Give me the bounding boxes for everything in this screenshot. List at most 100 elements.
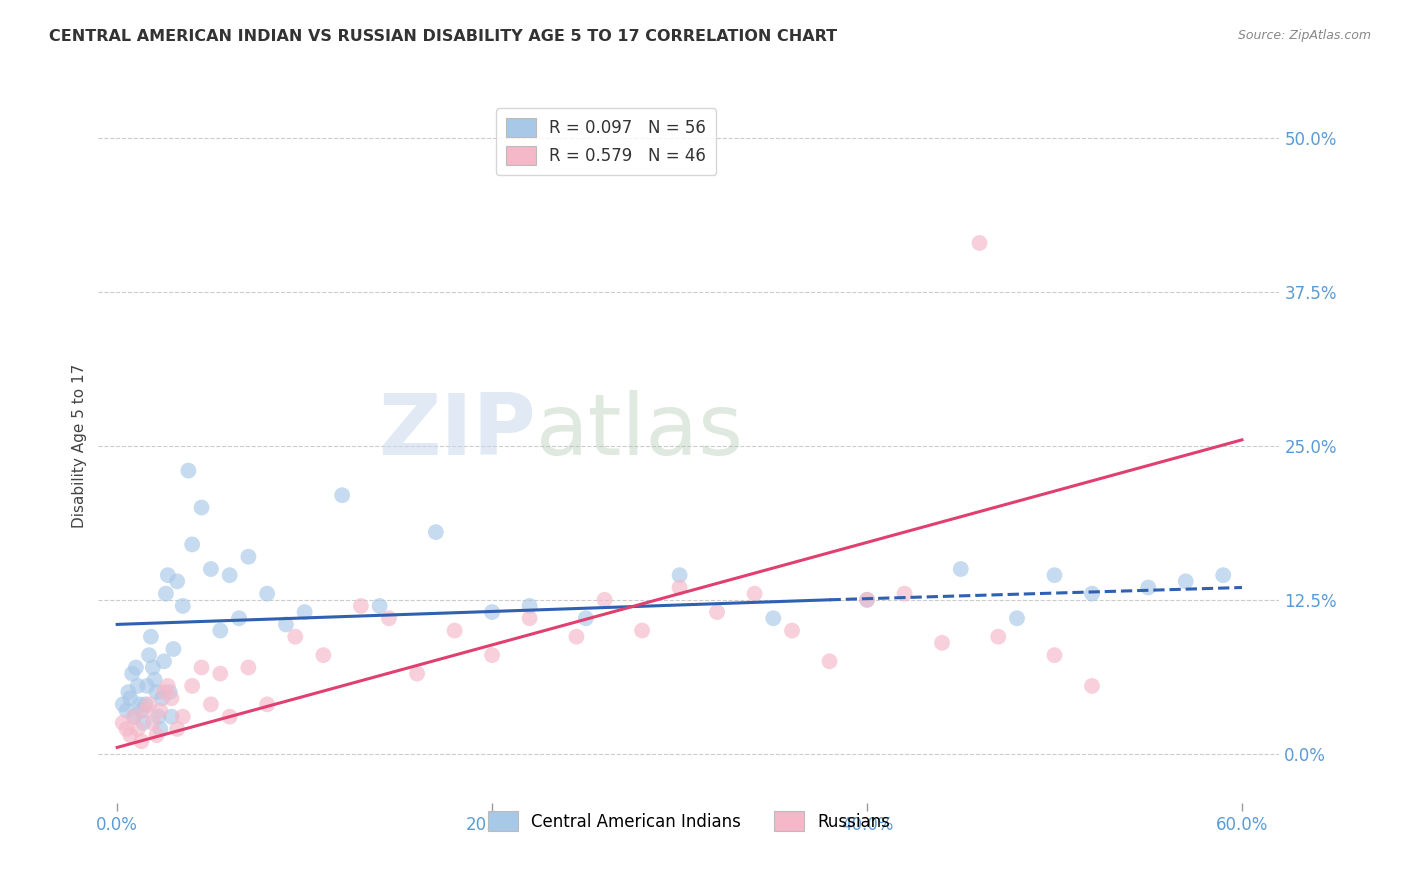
Point xyxy=(142,715,165,730)
Point xyxy=(238,549,260,564)
Point xyxy=(128,698,150,712)
Point xyxy=(378,611,401,625)
Point xyxy=(406,666,429,681)
Point xyxy=(122,709,145,723)
Point xyxy=(256,698,278,712)
Point xyxy=(481,605,503,619)
Text: Source: ZipAtlas.com: Source: ZipAtlas.com xyxy=(1237,29,1371,42)
Point xyxy=(177,464,200,478)
Point xyxy=(149,704,172,718)
Point xyxy=(519,599,541,613)
Point xyxy=(949,562,972,576)
Point xyxy=(368,599,391,613)
Point xyxy=(160,709,183,723)
Point xyxy=(969,235,991,250)
Point xyxy=(148,709,170,723)
Point xyxy=(893,587,915,601)
Point xyxy=(142,660,165,674)
Point xyxy=(190,660,212,674)
Point xyxy=(127,722,149,736)
Point xyxy=(120,728,142,742)
Point xyxy=(145,685,167,699)
Point xyxy=(1081,679,1104,693)
Point xyxy=(218,709,240,723)
Point xyxy=(256,587,278,601)
Text: ZIP: ZIP xyxy=(378,390,536,474)
Point xyxy=(121,666,143,681)
Point xyxy=(209,666,232,681)
Point xyxy=(149,722,172,736)
Point xyxy=(228,611,250,625)
Point xyxy=(1137,581,1160,595)
Point xyxy=(1005,611,1028,625)
Point xyxy=(274,617,297,632)
Point xyxy=(443,624,465,638)
Point xyxy=(156,568,179,582)
Point xyxy=(127,679,149,693)
Point xyxy=(134,698,156,712)
Point xyxy=(150,691,173,706)
Point xyxy=(780,624,803,638)
Point xyxy=(138,648,160,662)
Point xyxy=(139,630,162,644)
Point xyxy=(115,722,138,736)
Point xyxy=(143,673,166,687)
Point xyxy=(153,685,176,699)
Point xyxy=(575,611,598,625)
Point xyxy=(631,624,654,638)
Point xyxy=(134,704,156,718)
Point xyxy=(166,722,188,736)
Point xyxy=(931,636,953,650)
Point xyxy=(744,587,766,601)
Point xyxy=(159,685,181,699)
Point xyxy=(111,698,134,712)
Point xyxy=(125,660,148,674)
Point xyxy=(200,698,222,712)
Point xyxy=(156,679,179,693)
Point xyxy=(155,587,177,601)
Point xyxy=(987,630,1010,644)
Point xyxy=(162,642,184,657)
Point xyxy=(132,715,155,730)
Point xyxy=(238,660,260,674)
Point xyxy=(284,630,307,644)
Point xyxy=(519,611,541,625)
Point xyxy=(209,624,232,638)
Point xyxy=(856,592,879,607)
Point xyxy=(122,709,145,723)
Point xyxy=(350,599,373,613)
Point xyxy=(1212,568,1234,582)
Point xyxy=(294,605,316,619)
Point xyxy=(181,679,204,693)
Point xyxy=(200,562,222,576)
Y-axis label: Disability Age 5 to 17: Disability Age 5 to 17 xyxy=(72,364,87,528)
Legend: Central American Indians, Russians: Central American Indians, Russians xyxy=(481,805,897,838)
Point xyxy=(190,500,212,515)
Point xyxy=(131,734,153,748)
Point xyxy=(131,704,153,718)
Point xyxy=(1081,587,1104,601)
Point xyxy=(1043,648,1066,662)
Point xyxy=(330,488,353,502)
Text: atlas: atlas xyxy=(536,390,744,474)
Point xyxy=(111,715,134,730)
Point xyxy=(1174,574,1197,589)
Point xyxy=(425,525,447,540)
Point xyxy=(181,537,204,551)
Point xyxy=(668,568,690,582)
Point xyxy=(481,648,503,662)
Point xyxy=(172,709,194,723)
Point xyxy=(153,654,176,668)
Point xyxy=(312,648,335,662)
Point xyxy=(565,630,588,644)
Point xyxy=(136,679,159,693)
Point xyxy=(856,592,879,607)
Point xyxy=(166,574,188,589)
Point xyxy=(762,611,785,625)
Point xyxy=(218,568,240,582)
Point xyxy=(160,691,183,706)
Point xyxy=(1043,568,1066,582)
Point xyxy=(115,704,138,718)
Point xyxy=(818,654,841,668)
Point xyxy=(138,698,160,712)
